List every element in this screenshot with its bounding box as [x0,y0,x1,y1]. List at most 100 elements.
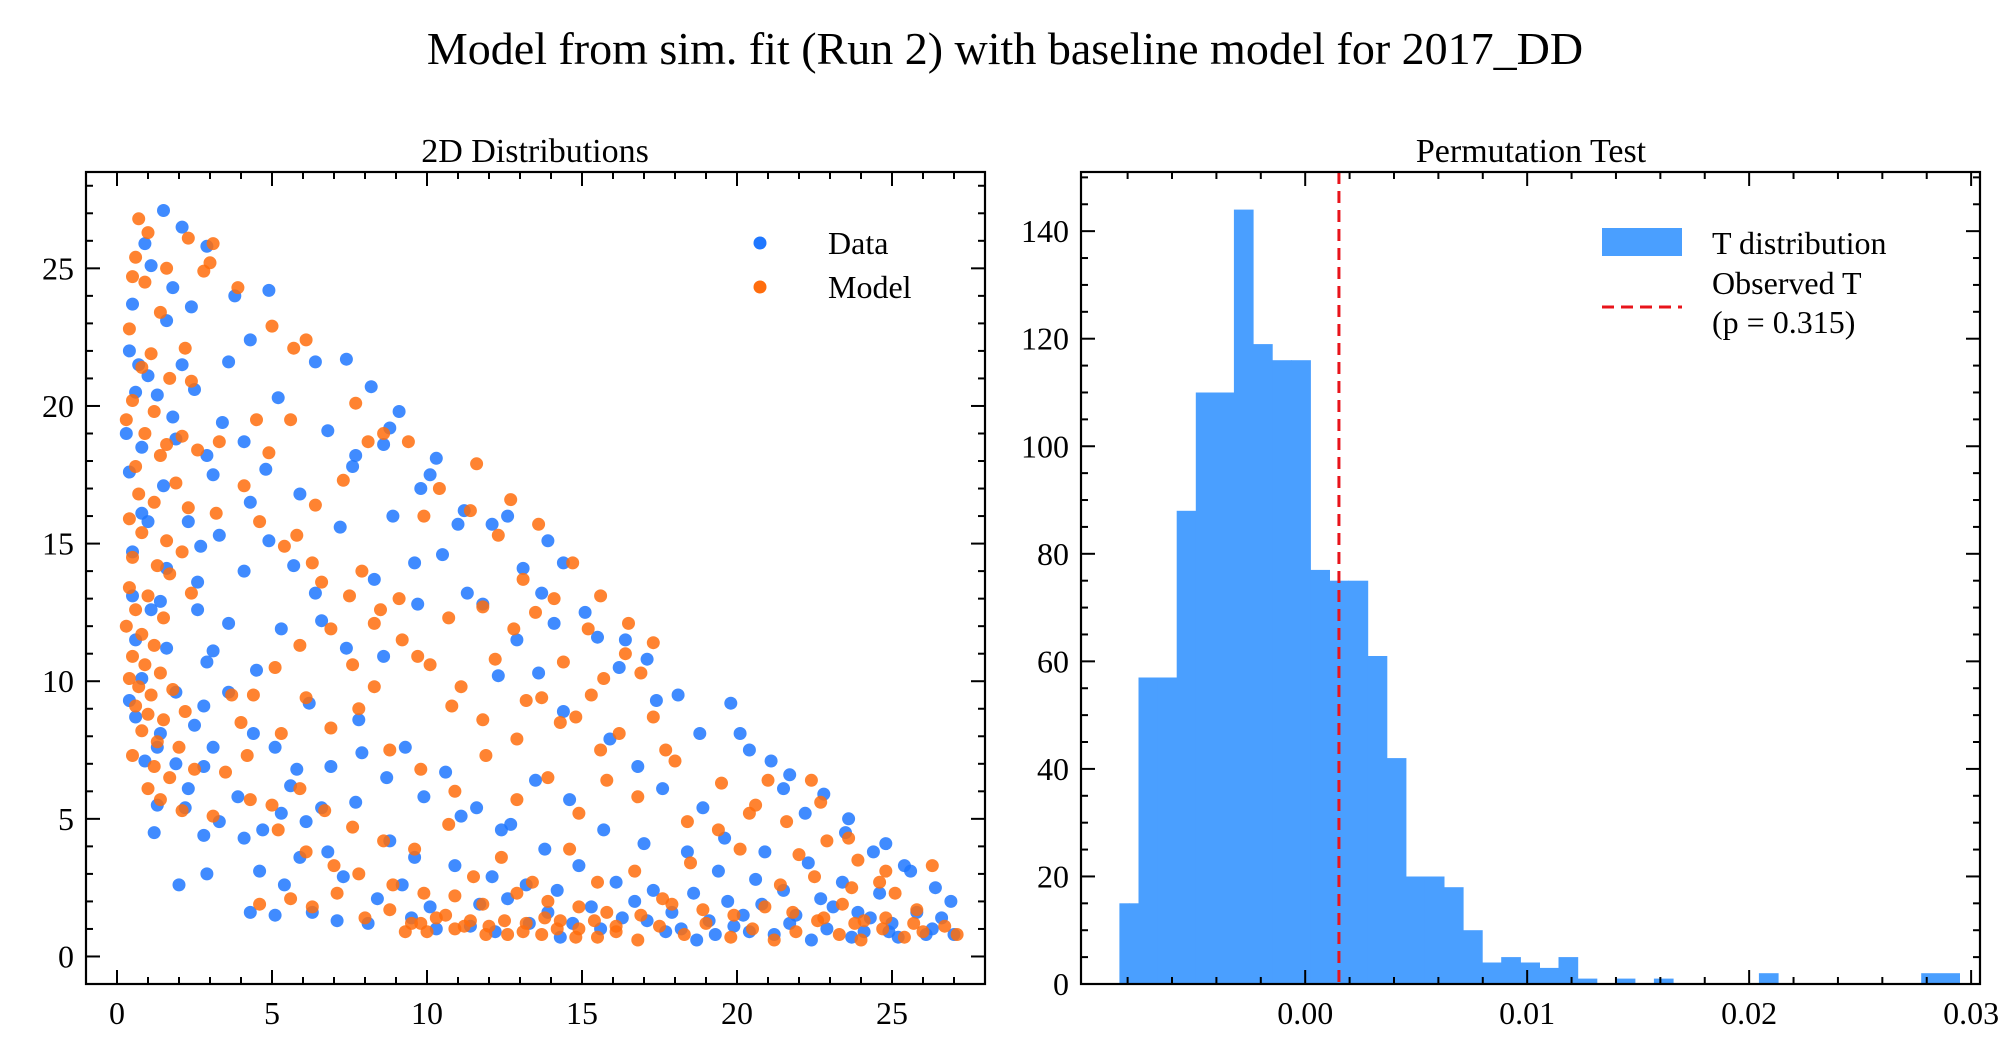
histogram-bar [1348,580,1369,984]
data-point [470,801,484,815]
scatter-ytick-label: 5 [58,801,74,837]
histogram-ytick-label: 80 [1037,536,1069,572]
data-point [191,603,205,617]
model-point [696,903,710,917]
model-point [910,903,924,917]
model-point [622,616,635,630]
model-point [377,834,391,848]
histogram-bar [1653,978,1674,984]
model-point [293,638,307,652]
model-point [132,487,146,501]
model-point [581,622,595,636]
data-point [801,856,815,870]
data-point [206,740,220,754]
scatter-panel-title: 2D Distributions [421,133,649,170]
data-point [550,883,564,897]
model-point [879,911,893,925]
model-point [398,925,412,939]
data-point [256,823,270,837]
data-point [749,872,763,886]
data-point [262,534,276,548]
model-point [299,691,313,705]
model-point [677,928,691,941]
model-point [367,680,381,694]
data-point [516,561,530,575]
model-point [591,930,604,944]
data-point [656,782,670,796]
model-point [746,922,759,936]
model-point [343,589,356,603]
scatter-ytick-label: 20 [42,388,74,424]
data-point [556,705,570,718]
model-point [553,716,567,729]
data-point [377,649,391,663]
model-point [572,900,586,914]
model-point [352,867,366,881]
data-point [637,837,651,851]
model-point [395,633,409,647]
model-point [160,534,174,548]
model-point [352,702,366,716]
data-point [532,666,546,680]
model-point [178,341,192,355]
model-point [129,603,143,617]
data-point [141,515,155,529]
data-point [724,696,738,710]
data-point [411,597,425,611]
data-point [268,740,282,754]
model-point [820,834,834,848]
model-point [758,900,772,914]
model-point [628,864,642,878]
model-point [293,782,307,796]
model-point [160,261,174,275]
histogram-bar [1119,903,1130,984]
data-point [144,259,158,273]
data-point [640,652,654,666]
data-point [175,220,189,234]
data-point [541,534,555,548]
model-point [854,933,868,947]
model-point [119,413,133,427]
data-point [274,622,288,636]
data-point [783,768,797,782]
data-point [529,773,542,787]
data-point [842,812,856,826]
data-point [733,727,747,740]
model-point [147,760,161,773]
histogram-bar [1214,392,1235,984]
model-point [432,482,446,495]
model-point [876,922,890,936]
data-point [126,297,139,311]
model-point [711,823,725,837]
model-point [594,589,608,603]
data-point [671,688,685,702]
model-point [504,493,518,507]
scatter-xtick-label: 5 [264,995,280,1031]
data-point [200,655,214,669]
model-point [519,916,533,930]
model-point [153,793,167,807]
data-point [609,875,623,889]
model-point [126,270,139,284]
model-point [597,672,611,685]
model-point [191,443,205,457]
model-point [122,512,136,526]
model-point [618,647,632,661]
data-point [460,586,474,600]
data-point [222,355,236,369]
histogram-panel: Permutation Test 0.00 0.01 0.02 0.03 0 20 40 60… [1021,133,1999,1031]
data-point [563,793,577,807]
data-point [711,864,725,878]
data-point [231,790,245,804]
data-point [727,919,741,933]
data-point [547,616,561,630]
histogram-bar [1291,360,1311,984]
model-point [135,360,149,374]
data-point [243,495,257,509]
histogram-bar [1195,392,1216,984]
model-point [336,473,350,487]
model-point [361,435,375,449]
model-point [925,859,939,873]
model-point [479,749,493,762]
